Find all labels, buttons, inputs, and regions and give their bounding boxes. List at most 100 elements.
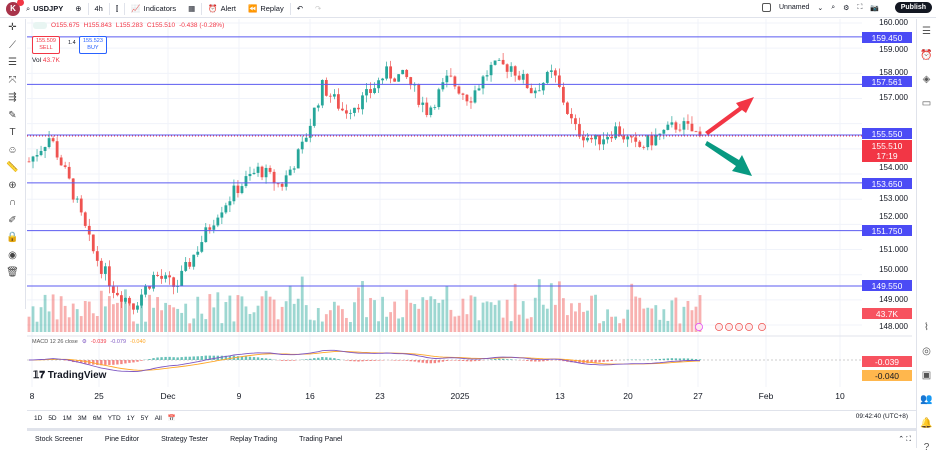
open-value: O155.675 [51,22,80,29]
volume-bar [421,297,424,332]
range-all[interactable]: All [155,415,162,422]
templates-button[interactable]: ▦ [182,0,201,18]
layout-checkbox[interactable] [762,3,771,12]
volume-bar [510,321,513,332]
macd-histogram-bar [594,360,596,362]
brush-icon[interactable]: ✎ [0,107,25,125]
zoom-in-icon[interactable]: ⊕ [0,177,25,195]
lock-icon[interactable]: 🔒 [0,229,25,247]
event-flag-icon [725,323,732,330]
price-tick: 150.000 [879,265,908,274]
undo-button[interactable]: ↶ [291,0,309,18]
trading-icon[interactable]: ⌇ [917,315,936,339]
range-5d[interactable]: 5D [48,415,56,422]
range-ytd[interactable]: YTD [108,415,121,422]
trash-icon[interactable]: 🗑 [0,264,25,282]
volume-bar [160,310,163,332]
indicators-button[interactable]: 📈Indicators [125,0,182,18]
avatar[interactable]: K [6,2,20,16]
community-icon[interactable]: 👥 [917,387,936,411]
volume-legend: Vol 43.7K [32,57,60,64]
chat-icon[interactable]: ▭ [917,91,936,115]
tab-replay-trading[interactable]: Replay Trading [230,436,277,443]
macd-histogram-bar [140,360,142,361]
volume-tag: 43.7K [862,308,912,319]
candle [164,275,167,278]
macd-histogram-bar [458,360,460,361]
tab-stock-screener[interactable]: Stock Screener [35,436,83,443]
emoji-icon[interactable]: ☺ [0,142,25,160]
crosshair-icon[interactable]: ✛ [0,19,25,37]
range-1d[interactable]: 1D [34,415,42,422]
range-3m[interactable]: 3M [78,415,87,422]
compare-button[interactable]: ⊕ [69,0,87,18]
range-6m[interactable]: 6M [93,415,102,422]
chevron-down-icon[interactable]: ⌄ [817,4,823,12]
volume-bar [429,296,432,332]
range-1m[interactable]: 1M [63,415,72,422]
lock-drawing-icon[interactable]: ✐ [0,212,25,230]
fullscreen-icon[interactable]: ⛶ [857,4,862,12]
settings-icon[interactable]: ⚙ [82,339,87,345]
replay-button[interactable]: ⏪Replay [242,0,290,18]
volume-bar [220,323,223,332]
watchlist-icon[interactable]: ☰ [917,19,936,43]
volume-bar [52,294,55,332]
volume-bar [200,314,203,332]
ruler-icon[interactable]: 📏 [0,159,25,177]
tab-strategy-tester[interactable]: Strategy Tester [161,436,208,443]
forecast-icon[interactable]: ⇶ [0,89,25,107]
collapse-icon[interactable]: ⌃ ⛶ [898,435,911,444]
undo-icon: ↶ [297,4,303,13]
candle [100,261,103,274]
volume-bar [558,281,561,332]
candle [44,147,47,151]
macd-histogram-bar [687,358,689,360]
volume-bar [112,304,115,332]
tab-pine-editor[interactable]: Pine Editor [105,436,139,443]
alert-button[interactable]: ⏰Alert [202,0,242,18]
publish-button[interactable]: Publish [895,2,932,13]
camera-icon[interactable]: 📷 [870,4,879,12]
drawing-toolbar: ✛ ⟋ ☰ ⤧ ⇶ ✎ T ☺ 📏 ⊕ ∩ ✐ 🔒 ◉ 🗑 [0,19,26,309]
candle [554,70,557,75]
goto-date-icon[interactable]: 📅 [168,414,176,422]
calendar-icon[interactable]: ▣ [917,363,936,387]
range-5y[interactable]: 5Y [141,415,149,422]
layout-name[interactable]: Unnamed [779,4,809,11]
volume-bar [353,302,356,332]
price-chart[interactable] [27,19,917,409]
range-1y[interactable]: 1Y [127,415,135,422]
volume-bar [224,302,227,332]
candle [301,142,304,150]
magnet-icon[interactable]: ∩ [0,194,25,212]
candle [237,186,240,193]
macd-histogram-bar [189,357,191,360]
target-icon[interactable]: ◎ [917,339,936,363]
tab-trading-panel[interactable]: Trading Panel [299,436,342,443]
bell-icon[interactable]: 🔔 [917,411,936,435]
alarm-clock-icon[interactable]: ⏰ [917,43,936,67]
fib-icon[interactable]: ☰ [0,54,25,72]
interval-button[interactable]: 4h [89,0,109,18]
settings-icon[interactable]: ⚙ [843,4,849,12]
volume-bar [462,299,465,332]
redo-button[interactable]: ↷ [309,0,327,18]
macd-histogram-bar [164,357,166,360]
pattern-icon[interactable]: ⤧ [0,72,25,90]
text-icon[interactable]: T [0,124,25,142]
clock[interactable]: 09:42:40 (UTC+8) [856,413,908,420]
chart-type-button[interactable]: ⫿ [110,0,124,18]
trendline-icon[interactable]: ⟋ [0,37,25,55]
layers-icon[interactable]: ◈ [917,67,936,91]
volume-bar [618,323,621,332]
candle [490,65,493,75]
volume-bar [176,309,179,332]
symbol-search[interactable]: ⌕USDJPY [20,0,69,18]
eye-icon[interactable]: ◉ [0,247,25,265]
help-icon[interactable]: ? [917,435,936,459]
quick-search-icon[interactable]: ⌕ [831,4,835,12]
macd-histogram-bar [120,360,122,364]
